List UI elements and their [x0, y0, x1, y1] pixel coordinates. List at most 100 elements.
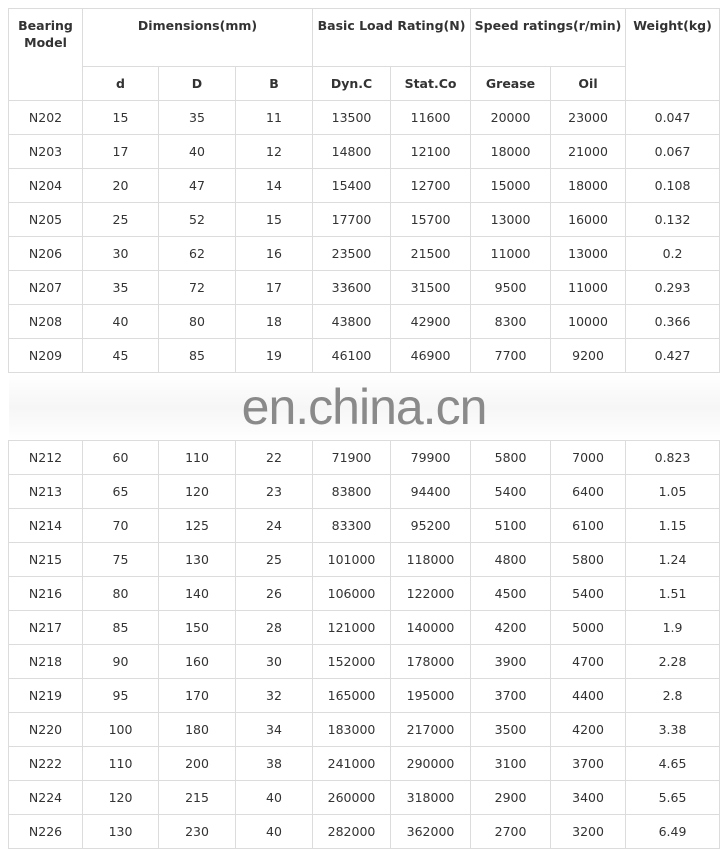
- cell-stat-co: 195000: [390, 678, 472, 713]
- cell-dyn-c: 260000: [312, 780, 392, 815]
- cell-D: 140: [158, 576, 236, 611]
- cell-weight: 0.823: [625, 440, 721, 475]
- cell-model: N206: [8, 236, 83, 271]
- cell-D: 62: [158, 236, 236, 271]
- cell-weight: 1.05: [625, 474, 721, 509]
- cell-oil: 3400: [550, 780, 627, 815]
- cell-oil: 9200: [550, 338, 627, 373]
- cell-model: N218: [8, 644, 83, 679]
- cell-grease: 20000: [470, 100, 552, 135]
- cell-B: 34: [234, 712, 314, 747]
- cell-B: 22: [234, 440, 314, 475]
- cell-grease: 2700: [470, 814, 552, 849]
- cell-grease: 3900: [470, 644, 552, 679]
- cell-stat-co: 122000: [390, 576, 472, 611]
- cell-D: 52: [158, 202, 236, 237]
- cell-stat-co: 217000: [390, 712, 472, 747]
- header-speed-ratings: Speed ratings(r/min): [470, 8, 627, 67]
- cell-stat-co: 178000: [390, 644, 472, 679]
- cell-d: 20: [82, 168, 159, 203]
- cell-dyn-c: 23500: [312, 236, 392, 271]
- cell-stat-co: 318000: [390, 780, 472, 815]
- cell-grease: 7700: [470, 338, 552, 373]
- cell-grease: 3700: [470, 678, 552, 713]
- cell-d: 40: [82, 304, 159, 339]
- cell-model: N202: [8, 100, 83, 135]
- table-row: N214 70 125 24 83300 95200 5100 6100 1.15: [8, 508, 721, 543]
- cell-oil: 18000: [550, 168, 627, 203]
- cell-weight: 0.293: [625, 270, 721, 305]
- cell-d: 75: [82, 542, 159, 577]
- cell-D: 47: [158, 168, 236, 203]
- cell-oil: 13000: [550, 236, 627, 271]
- cell-dyn-c: 46100: [312, 338, 392, 373]
- cell-weight: 0.067: [625, 134, 721, 169]
- cell-weight: 4.65: [625, 746, 721, 781]
- cell-D: 110: [158, 440, 236, 475]
- cell-grease: 4200: [470, 610, 552, 645]
- cell-model: N204: [8, 168, 83, 203]
- cell-stat-co: 79900: [390, 440, 472, 475]
- cell-D: 80: [158, 304, 236, 339]
- cell-oil: 16000: [550, 202, 627, 237]
- cell-dyn-c: 83800: [312, 474, 392, 509]
- cell-B: 17: [234, 270, 314, 305]
- cell-d: 95: [82, 678, 159, 713]
- cell-B: 32: [234, 678, 314, 713]
- table-row: N218 90 160 30 152000 178000 3900 4700 2.28: [8, 644, 721, 679]
- cell-weight: 0.2: [625, 236, 721, 271]
- cell-grease: 5100: [470, 508, 552, 543]
- cell-d: 35: [82, 270, 159, 305]
- header-grease: Grease: [470, 66, 552, 101]
- cell-grease: 4500: [470, 576, 552, 611]
- cell-D: 230: [158, 814, 236, 849]
- cell-D: 130: [158, 542, 236, 577]
- cell-weight: 1.9: [625, 610, 721, 645]
- cell-model: N226: [8, 814, 83, 849]
- cell-B: 19: [234, 338, 314, 373]
- header-B: B: [234, 66, 314, 101]
- header-oil: Oil: [550, 66, 627, 101]
- cell-d: 100: [82, 712, 159, 747]
- cell-d: 45: [82, 338, 159, 373]
- cell-stat-co: 12700: [390, 168, 472, 203]
- cell-B: 15: [234, 202, 314, 237]
- cell-model: N216: [8, 576, 83, 611]
- cell-dyn-c: 106000: [312, 576, 392, 611]
- cell-oil: 23000: [550, 100, 627, 135]
- cell-stat-co: 12100: [390, 134, 472, 169]
- cell-dyn-c: 152000: [312, 644, 392, 679]
- cell-model: N209: [8, 338, 83, 373]
- cell-weight: 0.047: [625, 100, 721, 135]
- cell-model: N215: [8, 542, 83, 577]
- cell-dyn-c: 33600: [312, 270, 392, 305]
- table-row: N215 75 130 25 101000 118000 4800 5800 1.24: [8, 542, 721, 577]
- cell-B: 24: [234, 508, 314, 543]
- cell-B: 26: [234, 576, 314, 611]
- table-row: N217 85 150 28 121000 140000 4200 5000 1.9: [8, 610, 721, 645]
- cell-model: N208: [8, 304, 83, 339]
- cell-stat-co: 290000: [390, 746, 472, 781]
- cell-grease: 3500: [470, 712, 552, 747]
- cell-dyn-c: 83300: [312, 508, 392, 543]
- cell-oil: 5000: [550, 610, 627, 645]
- cell-D: 40: [158, 134, 236, 169]
- cell-B: 40: [234, 780, 314, 815]
- cell-B: 12: [234, 134, 314, 169]
- cell-dyn-c: 282000: [312, 814, 392, 849]
- cell-stat-co: 95200: [390, 508, 472, 543]
- table-row: N207 35 72 17 33600 31500 9500 11000 0.293: [8, 270, 721, 305]
- cell-grease: 4800: [470, 542, 552, 577]
- cell-d: 70: [82, 508, 159, 543]
- table-row: N216 80 140 26 106000 122000 4500 5400 1.51: [8, 576, 721, 611]
- cell-d: 130: [82, 814, 159, 849]
- cell-grease: 2900: [470, 780, 552, 815]
- cell-oil: 21000: [550, 134, 627, 169]
- cell-d: 85: [82, 610, 159, 645]
- cell-D: 215: [158, 780, 236, 815]
- cell-stat-co: 46900: [390, 338, 472, 373]
- cell-weight: 2.8: [625, 678, 721, 713]
- cell-stat-co: 140000: [390, 610, 472, 645]
- cell-d: 15: [82, 100, 159, 135]
- cell-dyn-c: 101000: [312, 542, 392, 577]
